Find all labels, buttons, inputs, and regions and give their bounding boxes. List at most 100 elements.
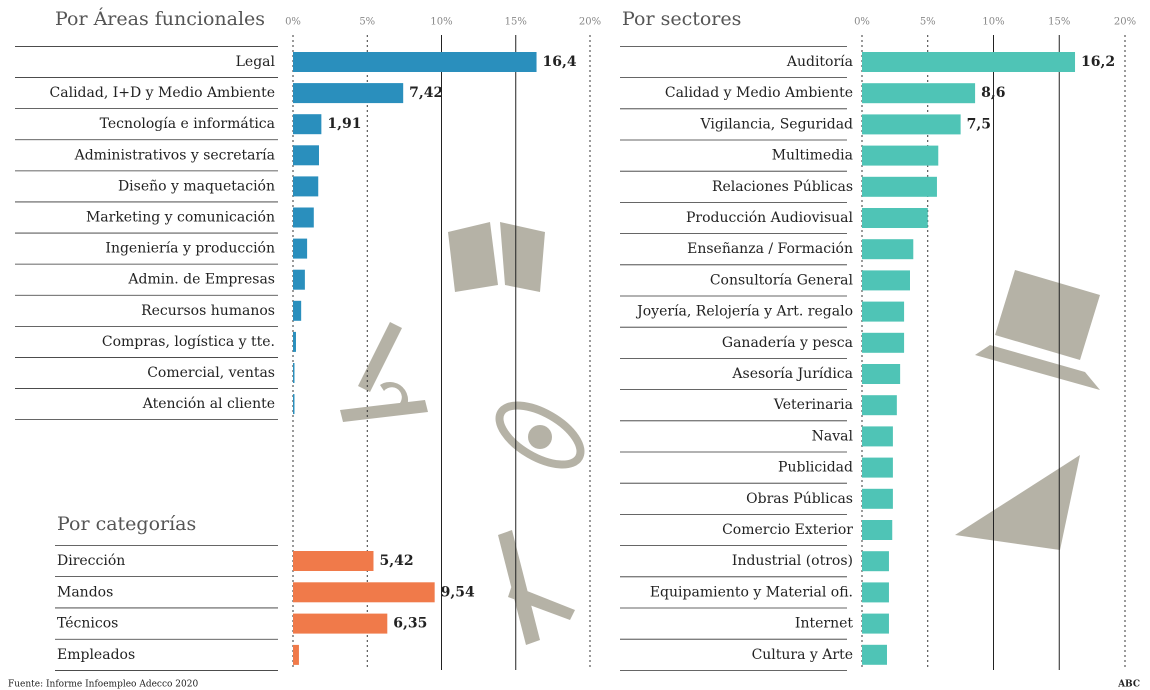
- category-label: Dirección: [57, 553, 125, 569]
- x-tick-label: 15%: [505, 17, 527, 28]
- panel-title: Por categorías: [57, 513, 196, 535]
- category-label: Enseñanza / Formación: [687, 241, 853, 257]
- bar: [862, 146, 938, 166]
- category-label: Calidad y Medio Ambiente: [665, 85, 853, 101]
- bar: [862, 395, 897, 415]
- bar: [293, 363, 294, 383]
- bar: [862, 302, 904, 322]
- value-label: 16,4: [543, 54, 577, 70]
- category-label: Empleados: [57, 647, 135, 663]
- bar: [293, 551, 373, 571]
- bar: [862, 208, 928, 228]
- category-label: Legal: [236, 54, 276, 70]
- bar: [293, 114, 321, 134]
- bar: [293, 394, 294, 414]
- bar: [862, 645, 887, 665]
- microscope-icon: [340, 322, 428, 422]
- value-label: 9,54: [441, 584, 475, 600]
- panel-title: Por Áreas funcionales: [55, 7, 265, 30]
- x-tick-label: 10%: [430, 17, 452, 28]
- bar: [862, 582, 889, 602]
- atom-core: [528, 425, 552, 449]
- value-label: 7,5: [967, 116, 991, 132]
- x-tick-label: 0%: [285, 17, 301, 28]
- source-note: Fuente: Informe Infoempleo Adecco 2020: [8, 680, 198, 690]
- category-label: Internet: [795, 616, 853, 632]
- category-label: Diseño y maquetación: [118, 178, 275, 194]
- credit: ABC: [1117, 680, 1140, 690]
- bar: [862, 364, 900, 384]
- category-label: Auditoría: [786, 54, 853, 70]
- category-label: Naval: [812, 428, 854, 444]
- category-label: Asesoría Jurídica: [731, 366, 853, 382]
- x-tick-label: 20%: [1114, 17, 1136, 28]
- category-label: Joyería, Relojería y Art. regalo: [635, 304, 853, 320]
- category-label: Obras Públicas: [746, 491, 853, 507]
- category-label: Equipamiento y Material ofi.: [650, 584, 853, 600]
- value-label: 1,91: [327, 116, 361, 132]
- category-label: Atención al cliente: [142, 396, 275, 412]
- category-label: Recursos humanos: [141, 303, 275, 319]
- category-label: Producción Audiovisual: [686, 210, 854, 226]
- book-icon: [448, 222, 545, 292]
- value-label: 16,2: [1081, 54, 1115, 70]
- bar: [293, 270, 305, 290]
- category-label: Cultura y Arte: [752, 647, 853, 663]
- bar: [293, 301, 301, 321]
- ruler-icon: [955, 455, 1080, 550]
- category-label: Marketing y comunicación: [86, 210, 275, 226]
- category-label: Tecnología e informática: [100, 116, 275, 132]
- bar: [862, 114, 961, 134]
- category-label: Consultoría General: [710, 272, 854, 288]
- x-tick-label: 10%: [982, 17, 1004, 28]
- x-tick-label: 20%: [579, 17, 601, 28]
- x-tick-label: 5%: [920, 17, 936, 28]
- category-label: Comercial, ventas: [147, 365, 275, 381]
- bar: [293, 176, 318, 196]
- x-tick-label: 0%: [854, 17, 870, 28]
- category-label: Administrativos y secretaría: [74, 147, 275, 163]
- category-label: Ganadería y pesca: [722, 335, 853, 351]
- category-label: Compras, logística y tte.: [102, 334, 275, 350]
- bar: [293, 208, 314, 228]
- category-label: Admin. de Empresas: [127, 272, 275, 288]
- bar: [293, 582, 435, 602]
- bar: [862, 489, 893, 509]
- panel-title: Por sectores: [622, 8, 741, 30]
- bar: [862, 177, 937, 197]
- bar: [862, 614, 889, 634]
- x-tick-label: 15%: [1048, 17, 1070, 28]
- category-label: Técnicos: [57, 616, 118, 632]
- bar: [862, 426, 893, 446]
- bar: [293, 145, 319, 165]
- bar: [862, 52, 1075, 72]
- bar: [293, 332, 296, 352]
- bar: [293, 614, 387, 634]
- bar: [862, 458, 893, 478]
- category-label: Relaciones Públicas: [712, 179, 853, 195]
- x-tick-label: 5%: [359, 17, 375, 28]
- value-label: 6,35: [393, 616, 427, 632]
- bar: [293, 52, 537, 72]
- bar: [862, 333, 904, 353]
- bar: [862, 83, 975, 103]
- category-label: Multimedia: [772, 148, 853, 164]
- category-label: Ingeniería y producción: [105, 241, 275, 257]
- infographic: Fuente: Informe Infoempleo Adecco 2020 A…: [0, 0, 1150, 690]
- category-label: Vigilancia, Seguridad: [700, 116, 854, 132]
- bar: [293, 645, 299, 665]
- value-label: 5,42: [379, 553, 413, 569]
- category-label: Veterinaria: [773, 397, 853, 413]
- category-label: Comercio Exterior: [722, 522, 853, 538]
- compass-icon: [498, 530, 575, 645]
- bar: [293, 239, 307, 259]
- value-label: 8,6: [981, 85, 1005, 101]
- category-label: Mandos: [57, 584, 113, 600]
- category-label: Industrial (otros): [732, 553, 853, 569]
- value-label: 7,42: [409, 85, 443, 101]
- bar: [293, 83, 403, 103]
- category-label: Publicidad: [778, 460, 853, 476]
- bar: [862, 239, 913, 259]
- bar: [862, 520, 892, 540]
- bar: [862, 270, 910, 290]
